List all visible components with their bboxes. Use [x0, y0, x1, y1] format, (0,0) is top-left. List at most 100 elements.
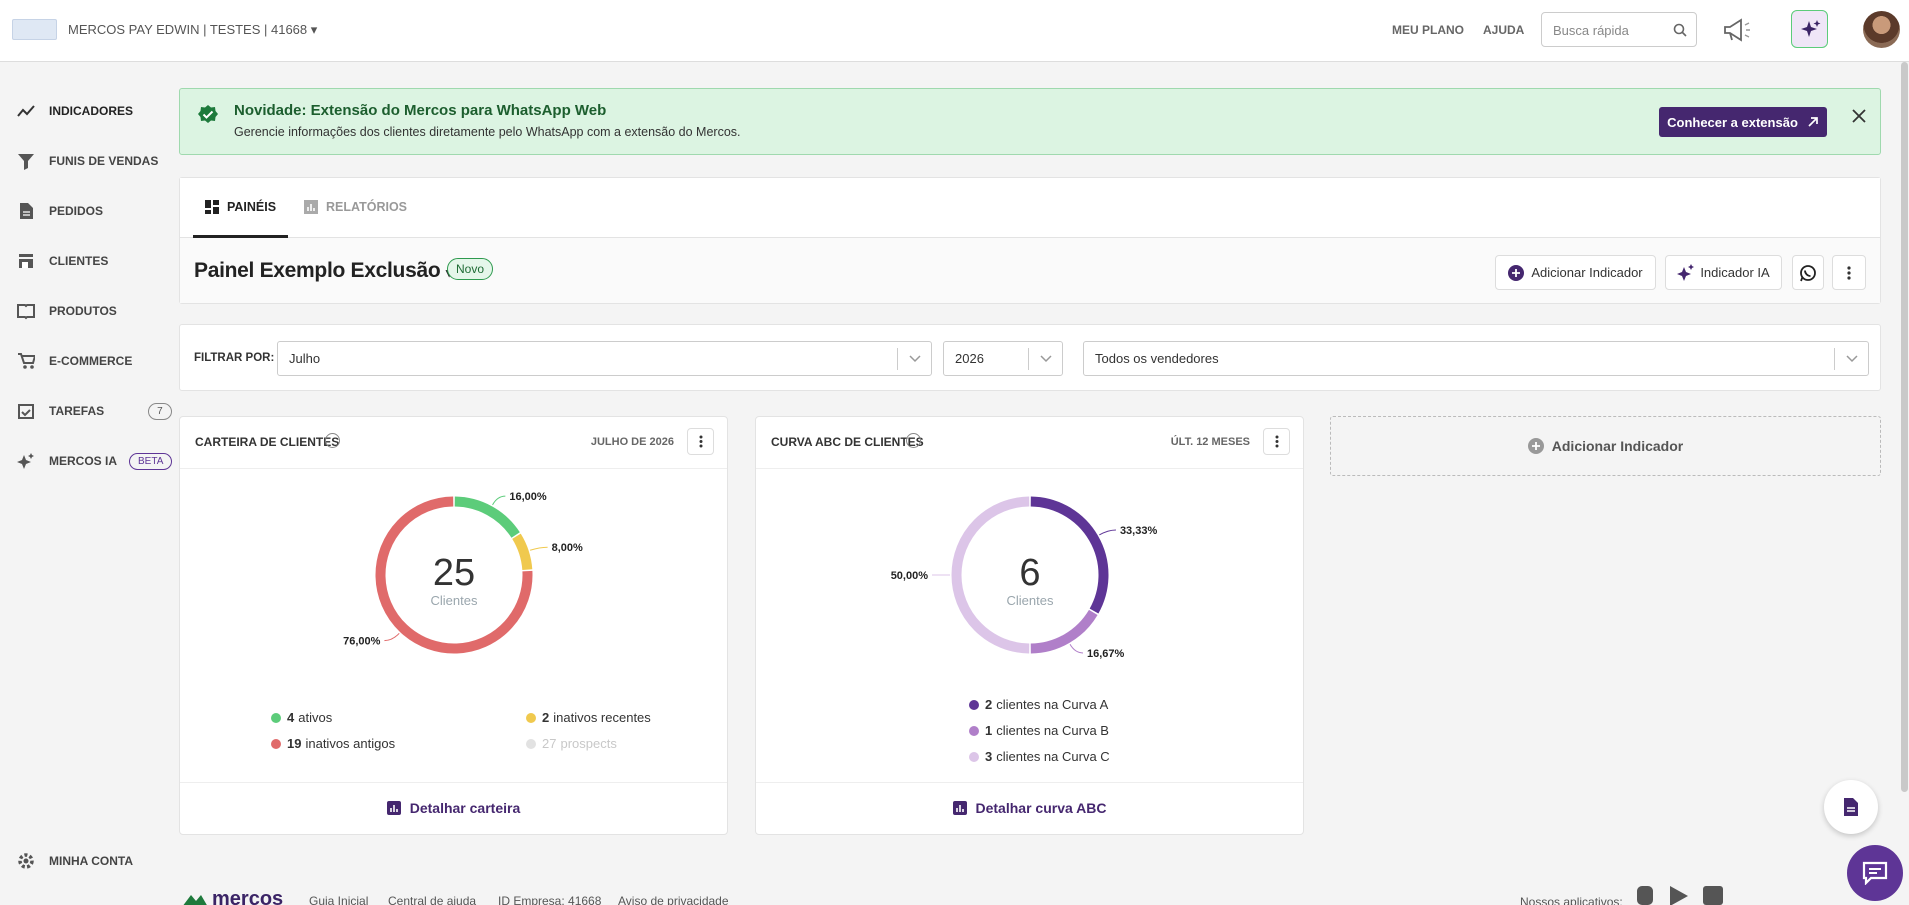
legend-text: prospects: [560, 736, 617, 751]
ai-button[interactable]: [1791, 10, 1828, 48]
banner-button-label: Conhecer a extensão: [1667, 114, 1798, 130]
sidebar-item[interactable]: PRODUTOS: [17, 299, 117, 323]
sidebar-item[interactable]: MINHA CONTA: [17, 849, 133, 873]
indicator-card: CARTEIRA DE CLIENTES JULHO DE 2026 16,00% 8…: [179, 416, 728, 835]
info-icon[interactable]: [906, 433, 921, 448]
icon: [18, 154, 34, 170]
card-menu-button[interactable]: [687, 428, 714, 455]
legend-count: 2: [985, 697, 993, 712]
nav-link[interactable]: AJUDA: [1483, 23, 1525, 37]
card-link[interactable]: Detalhar curva ABC: [756, 782, 1303, 834]
legend-count: 19: [287, 736, 302, 751]
month-select[interactable]: Julho: [277, 341, 932, 376]
banner-button[interactable]: Conhecer a extensão: [1659, 107, 1827, 137]
slice-label: 16,67%: [1087, 648, 1125, 660]
search-icon: [1673, 23, 1687, 37]
icon: [1862, 861, 1888, 885]
ai-indicator-button[interactable]: Indicador IA: [1665, 255, 1782, 290]
nav-link[interactable]: MEU PLANO: [1392, 23, 1464, 37]
divider: [180, 468, 727, 469]
legend-item: 2 clientes na Curva A: [969, 697, 1108, 712]
card-title: CURVA ABC DE CLIENTES: [771, 435, 924, 449]
legend-item: 27 prospects: [526, 736, 617, 751]
card-period: JULHO DE 2026: [590, 436, 674, 448]
sidebar-item[interactable]: PEDIDOS: [17, 199, 103, 223]
add-indicator-placeholder[interactable]: Adicionar Indicador: [1330, 416, 1881, 476]
sidebar-item[interactable]: FUNIS DE VENDAS: [17, 149, 158, 173]
divider: [756, 782, 1303, 783]
divider: [756, 468, 1303, 469]
icon: [17, 304, 35, 320]
sidebar-item[interactable]: MERCOS IA BETA: [17, 449, 173, 473]
donut-slice: [375, 496, 533, 654]
donut-slice: [1030, 609, 1098, 654]
brand-name: mercos: [212, 888, 284, 905]
sidebar-item[interactable]: E-COMMERCE: [17, 349, 132, 373]
legend-item: 4 ativos: [271, 710, 332, 725]
card-link-label: Detalhar curva ABC: [975, 800, 1107, 816]
card-menu-button[interactable]: [1263, 428, 1290, 455]
year-select[interactable]: 2026: [943, 341, 1063, 376]
icon: [17, 453, 34, 469]
seller-select[interactable]: Todos os vendedores: [1083, 341, 1869, 376]
icon: [18, 404, 34, 419]
panel-title-row: Painel Exemplo Exclusão ▾ Novo Adicionar…: [180, 238, 1880, 303]
footer-link[interactable]: Central de ajuda: [388, 894, 477, 905]
legend-count: 4: [287, 710, 295, 725]
app-icon[interactable]: [1703, 886, 1723, 905]
footer-link[interactable]: Aviso de privacidade: [618, 894, 729, 905]
slice-label: 8,00%: [552, 542, 583, 554]
sidebar-label: MINHA CONTA: [49, 854, 133, 868]
sidebar-badge: 7: [148, 402, 172, 420]
app-icon[interactable]: [1637, 886, 1653, 905]
company-logo[interactable]: [12, 19, 57, 40]
leader-line: [529, 546, 548, 551]
card-period: ÚLT. 12 MESES: [1170, 436, 1250, 448]
sidebar-item[interactable]: TAREFAS 7: [17, 399, 172, 423]
legend-item: 2 inativos recentes: [526, 710, 651, 725]
slice-label: 16,00%: [509, 491, 547, 503]
slice-label: 76,00%: [343, 636, 381, 648]
select-arrow: [1028, 348, 1062, 370]
tab[interactable]: PAINÉIS: [193, 178, 288, 238]
news-banner: Novidade: Extensão do Mercos para WhatsA…: [179, 88, 1881, 155]
sidebar-item[interactable]: CLIENTES: [17, 249, 108, 273]
indicator-card: CURVA ABC DE CLIENTES ÚLT. 12 MESES 33,33%…: [755, 416, 1304, 835]
announcements-icon[interactable]: [1722, 17, 1752, 43]
menu-button[interactable]: [1832, 255, 1866, 290]
footer-link[interactable]: Guia Inicial: [309, 894, 369, 905]
leader-line: [492, 495, 506, 506]
select-arrow: [897, 348, 931, 370]
search-box[interactable]: Busca rápida: [1541, 12, 1697, 47]
filter-label: FILTRAR POR:: [194, 352, 275, 364]
chat-button[interactable]: [1847, 845, 1903, 901]
company-name[interactable]: MERCOS PAY EDWIN | TESTES | 41668 ▾: [68, 22, 318, 37]
notes-button[interactable]: [1824, 780, 1878, 834]
panel-header: PAINÉIS RELATÓRIOS Painel Exemplo Exclus…: [179, 177, 1881, 304]
user-avatar[interactable]: [1863, 11, 1900, 48]
icon: [18, 853, 34, 869]
card-title: CARTEIRA DE CLIENTES: [195, 435, 340, 449]
donut-unit: Clientes: [431, 593, 478, 608]
info-icon[interactable]: [325, 433, 340, 448]
whatsapp-button[interactable]: [1792, 255, 1824, 290]
card-link[interactable]: Detalhar carteira: [180, 782, 727, 834]
donut-total: 25: [433, 552, 475, 594]
donut-slice: [454, 496, 520, 538]
donut-unit: Clientes: [1007, 593, 1054, 608]
tab-label: PAINÉIS: [226, 199, 277, 214]
button-label: Indicador IA: [1700, 265, 1770, 280]
legend-dot: [969, 725, 979, 736]
close-button[interactable]: [1852, 109, 1866, 123]
add-indicator-button[interactable]: Adicionar Indicador: [1495, 255, 1656, 290]
tab[interactable]: RELATÓRIOS: [304, 178, 407, 235]
app-icon[interactable]: [1670, 886, 1688, 905]
slice-label: 50,00%: [891, 570, 929, 582]
legend-item: 19 inativos antigos: [271, 736, 395, 751]
sidebar-item[interactable]: INDICADORES: [17, 99, 133, 123]
panel-title[interactable]: Painel Exemplo Exclusão ▾: [194, 259, 452, 283]
new-badge: Novo: [447, 258, 494, 280]
external-icon: [1808, 117, 1818, 127]
